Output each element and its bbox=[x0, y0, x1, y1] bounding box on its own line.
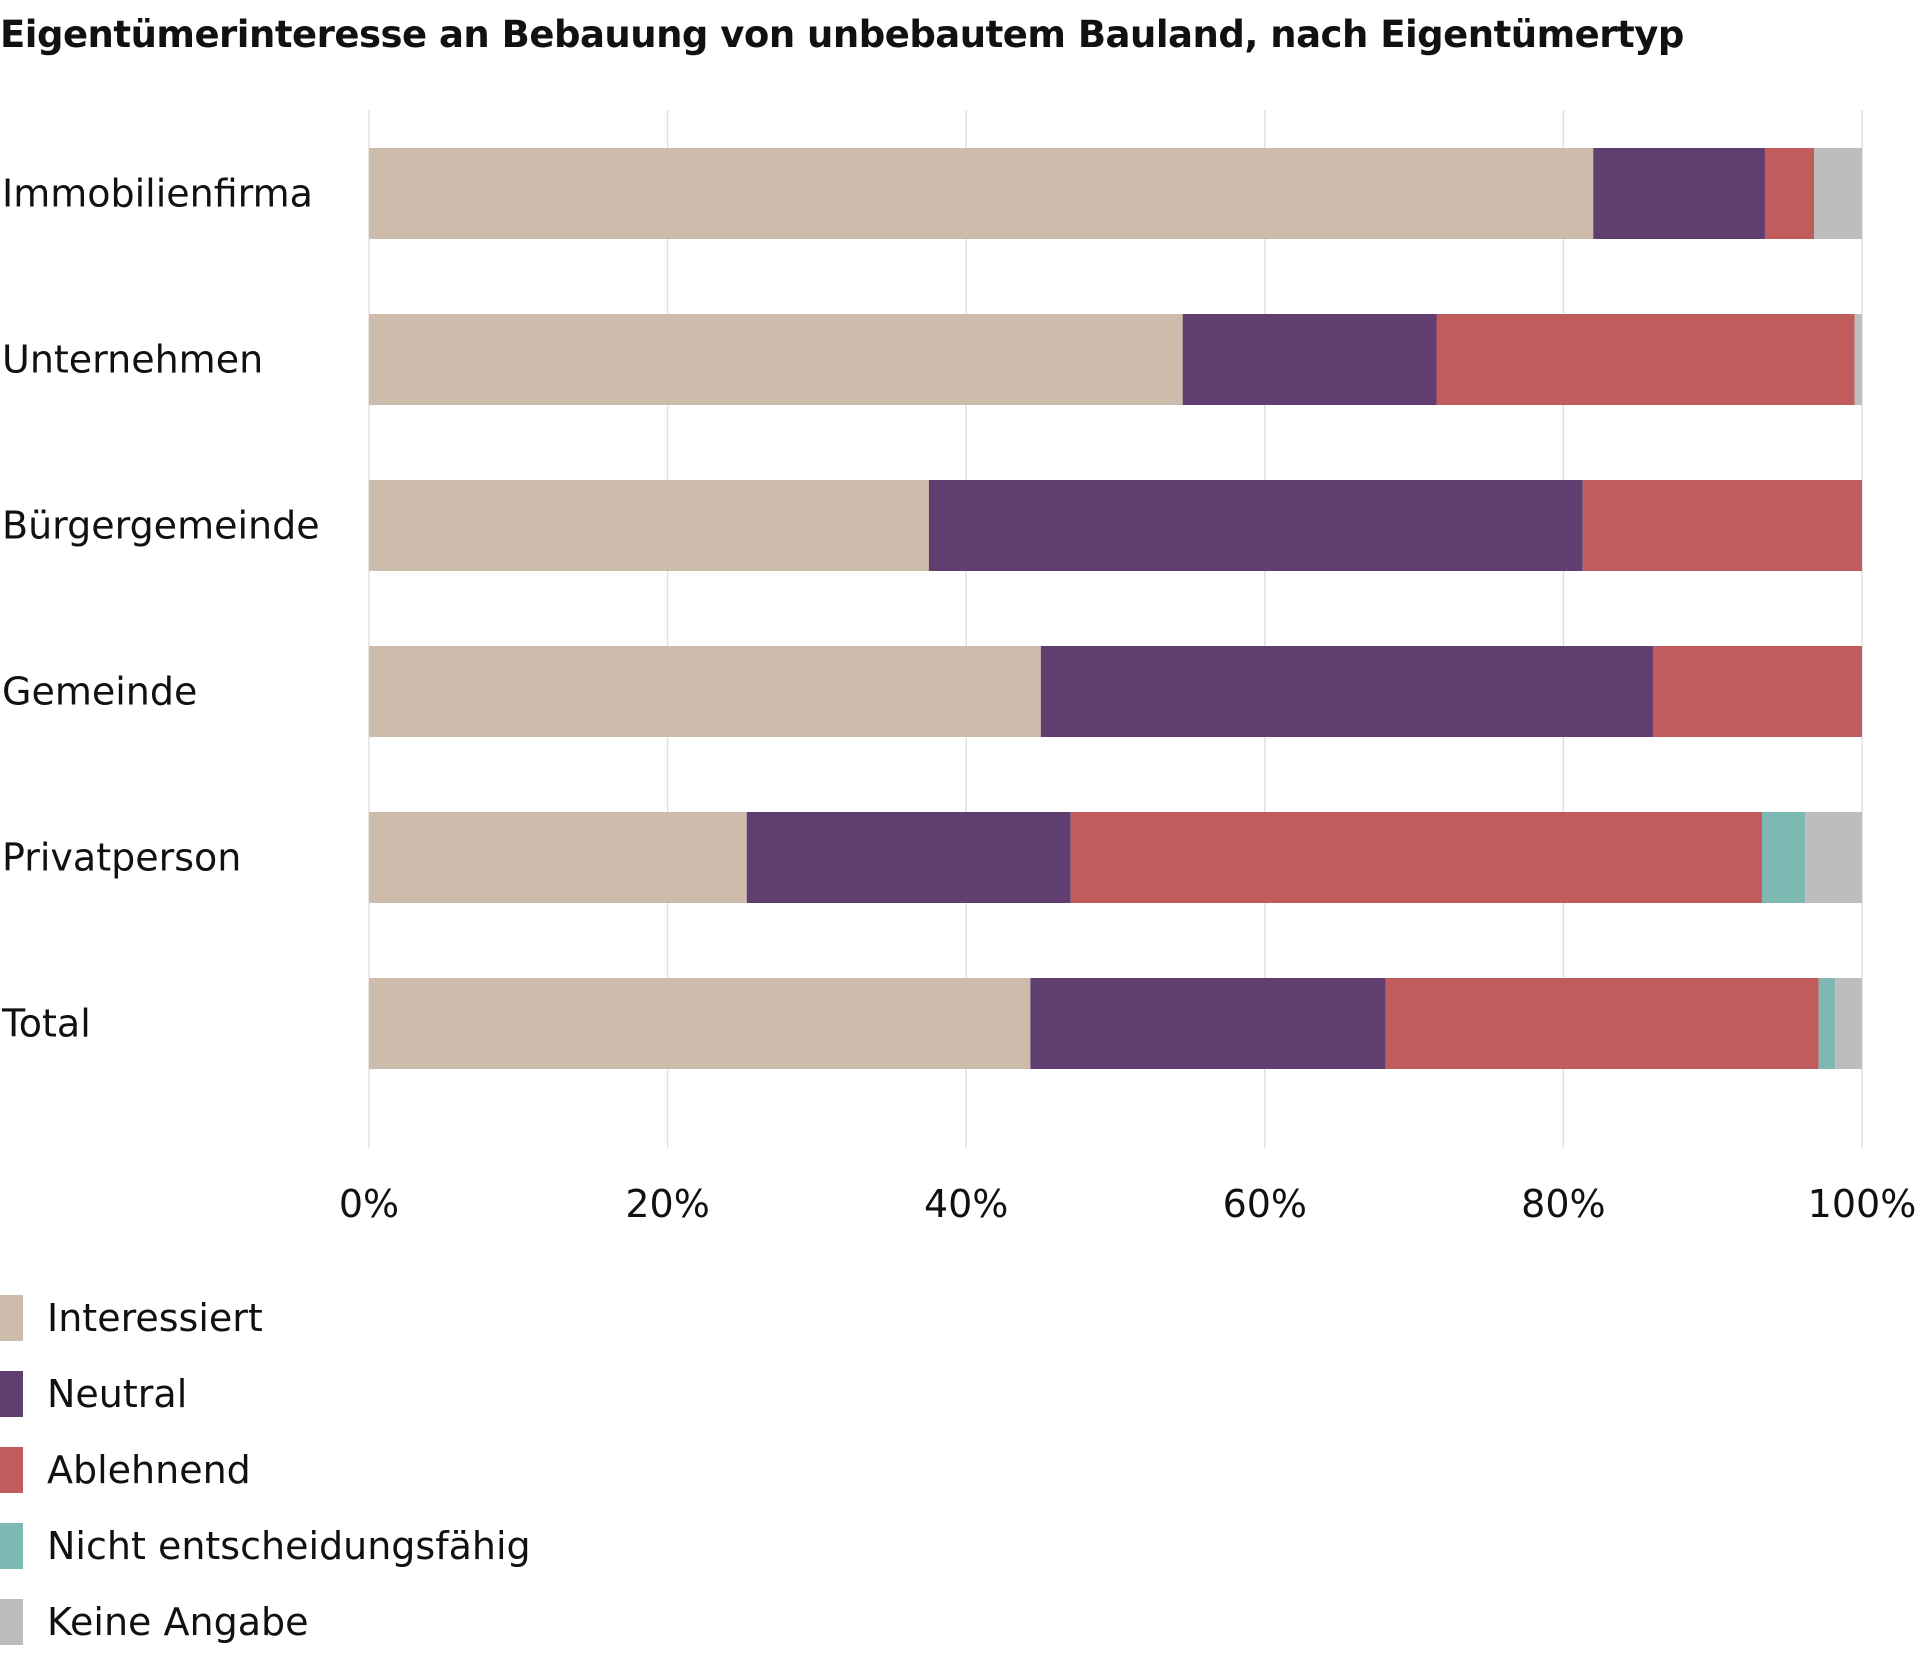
x-axis-tick-labels: 0% 20% 40% 60% 80% 100% bbox=[339, 1182, 1916, 1226]
bar-0-0 bbox=[369, 148, 1594, 239]
bar-5-3 bbox=[1818, 978, 1836, 1069]
legend-label-3: Nicht entscheidungsfähig bbox=[47, 1524, 531, 1568]
legend-swatch-4 bbox=[0, 1599, 23, 1645]
bar-2-0 bbox=[369, 480, 929, 571]
bar-2-2 bbox=[1582, 480, 1862, 571]
category-label-4: Privatperson bbox=[2, 836, 241, 880]
category-label-2: Bürgergemeinde bbox=[2, 504, 320, 548]
bar-0-1 bbox=[1593, 148, 1765, 239]
category-label-5: Total bbox=[1, 1002, 91, 1046]
legend-item-1: Neutral bbox=[0, 1356, 531, 1432]
legend-swatch-0 bbox=[0, 1295, 23, 1341]
legend-label-4: Keine Angabe bbox=[47, 1600, 309, 1644]
bar-1-2 bbox=[1436, 314, 1855, 405]
bar-1-1 bbox=[1182, 314, 1437, 405]
x-tick-label-2: 40% bbox=[924, 1182, 1008, 1226]
x-tick-label-3: 60% bbox=[1223, 1182, 1307, 1226]
bar-5-1 bbox=[1030, 978, 1386, 1069]
bar-5-2 bbox=[1385, 978, 1819, 1069]
category-label-0: Immobilienfirma bbox=[2, 172, 313, 216]
bar-1-4 bbox=[1854, 314, 1862, 405]
bar-5-4 bbox=[1835, 978, 1862, 1069]
legend-item-4: Keine Angabe bbox=[0, 1584, 531, 1660]
legend-swatch-1 bbox=[0, 1371, 23, 1417]
bar-4-2 bbox=[1070, 812, 1762, 903]
category-labels: Immobilienfirma Unternehmen Bürgergemeinde… bbox=[1, 172, 320, 1046]
grid-lines bbox=[368, 110, 1863, 1148]
x-tick-label-5: 100% bbox=[1808, 1182, 1917, 1226]
legend-label-1: Neutral bbox=[47, 1372, 188, 1416]
x-tick-label-1: 20% bbox=[625, 1182, 709, 1226]
legend: Interessiert Neutral Ablehnend Nicht entsch… bbox=[0, 1280, 531, 1660]
bar-0-4 bbox=[1814, 148, 1862, 239]
bar-0-2 bbox=[1764, 148, 1815, 239]
bar-3-0 bbox=[369, 646, 1041, 737]
x-tick-label-4: 80% bbox=[1521, 1182, 1605, 1226]
category-label-1: Unternehmen bbox=[2, 338, 263, 382]
bar-4-0 bbox=[369, 812, 747, 903]
category-label-3: Gemeinde bbox=[2, 670, 197, 714]
legend-item-3: Nicht entscheidungsfähig bbox=[0, 1508, 531, 1584]
legend-label-2: Ablehnend bbox=[47, 1448, 251, 1492]
bar-4-3 bbox=[1761, 812, 1806, 903]
legend-item-2: Ablehnend bbox=[0, 1432, 531, 1508]
x-tick-label-0: 0% bbox=[339, 1182, 399, 1226]
bar-1-0 bbox=[369, 314, 1183, 405]
legend-label-0: Interessiert bbox=[47, 1296, 263, 1340]
legend-item-0: Interessiert bbox=[0, 1280, 531, 1356]
bar-3-2 bbox=[1652, 646, 1862, 737]
bar-4-1 bbox=[746, 812, 1071, 903]
bar-2-1 bbox=[928, 480, 1583, 571]
legend-swatch-2 bbox=[0, 1447, 23, 1493]
bar-4-4 bbox=[1805, 812, 1862, 903]
legend-swatch-3 bbox=[0, 1523, 23, 1569]
bars bbox=[369, 148, 1862, 1069]
chart-title: Eigentümerinteresse an Bebauung von unbe… bbox=[0, 13, 1684, 56]
bar-5-0 bbox=[369, 978, 1031, 1069]
bar-3-1 bbox=[1040, 646, 1653, 737]
